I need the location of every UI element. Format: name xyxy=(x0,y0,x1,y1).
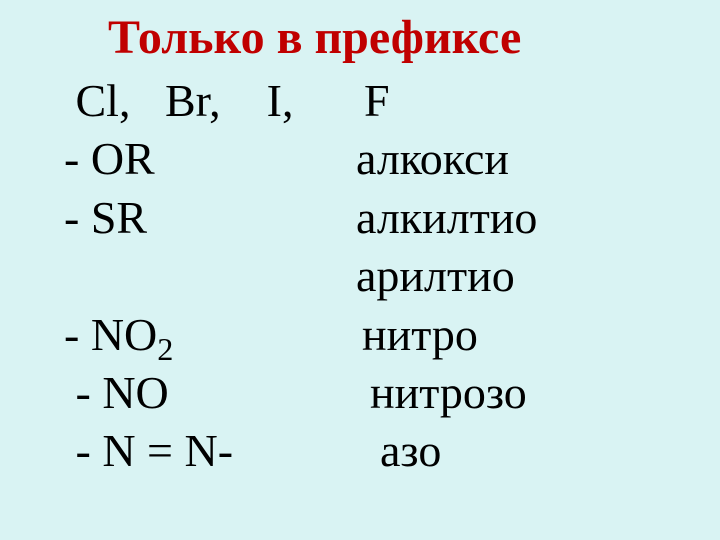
halogens-right: F xyxy=(364,72,390,130)
row-arylthio: арилтио xyxy=(64,247,537,305)
no2-right: нитро xyxy=(362,306,478,364)
halogens-left: Cl, Br, I, xyxy=(64,72,364,130)
or-left: - OR xyxy=(64,130,356,188)
no2-prefix: - NO xyxy=(64,309,157,360)
azo-right: азо xyxy=(380,422,441,480)
or-right: алкокси xyxy=(356,130,509,188)
row-halogens: Cl, Br, I,F xyxy=(64,72,537,130)
no2-left: - NO2 xyxy=(64,306,362,364)
arylthio-right: арилтио xyxy=(356,247,515,305)
no-right: нитрозо xyxy=(370,364,527,422)
content-block: Cl, Br, I,F - ORалкокси - SRалкилтио ари… xyxy=(64,72,537,481)
sr-right: алкилтио xyxy=(356,189,537,247)
azo-left: - N = N- xyxy=(64,422,380,480)
no-left: - NO xyxy=(64,364,370,422)
slide-title: Только в префиксе xyxy=(108,10,521,65)
row-sr: - SRалкилтио xyxy=(64,189,537,247)
sr-left: - SR xyxy=(64,189,356,247)
no2-subscript: 2 xyxy=(157,331,173,367)
row-or: - ORалкокси xyxy=(64,130,537,188)
row-no2: - NO2нитро xyxy=(64,306,537,364)
row-azo: - N = N-азо xyxy=(64,422,537,480)
row-no: - NOнитрозо xyxy=(64,364,537,422)
